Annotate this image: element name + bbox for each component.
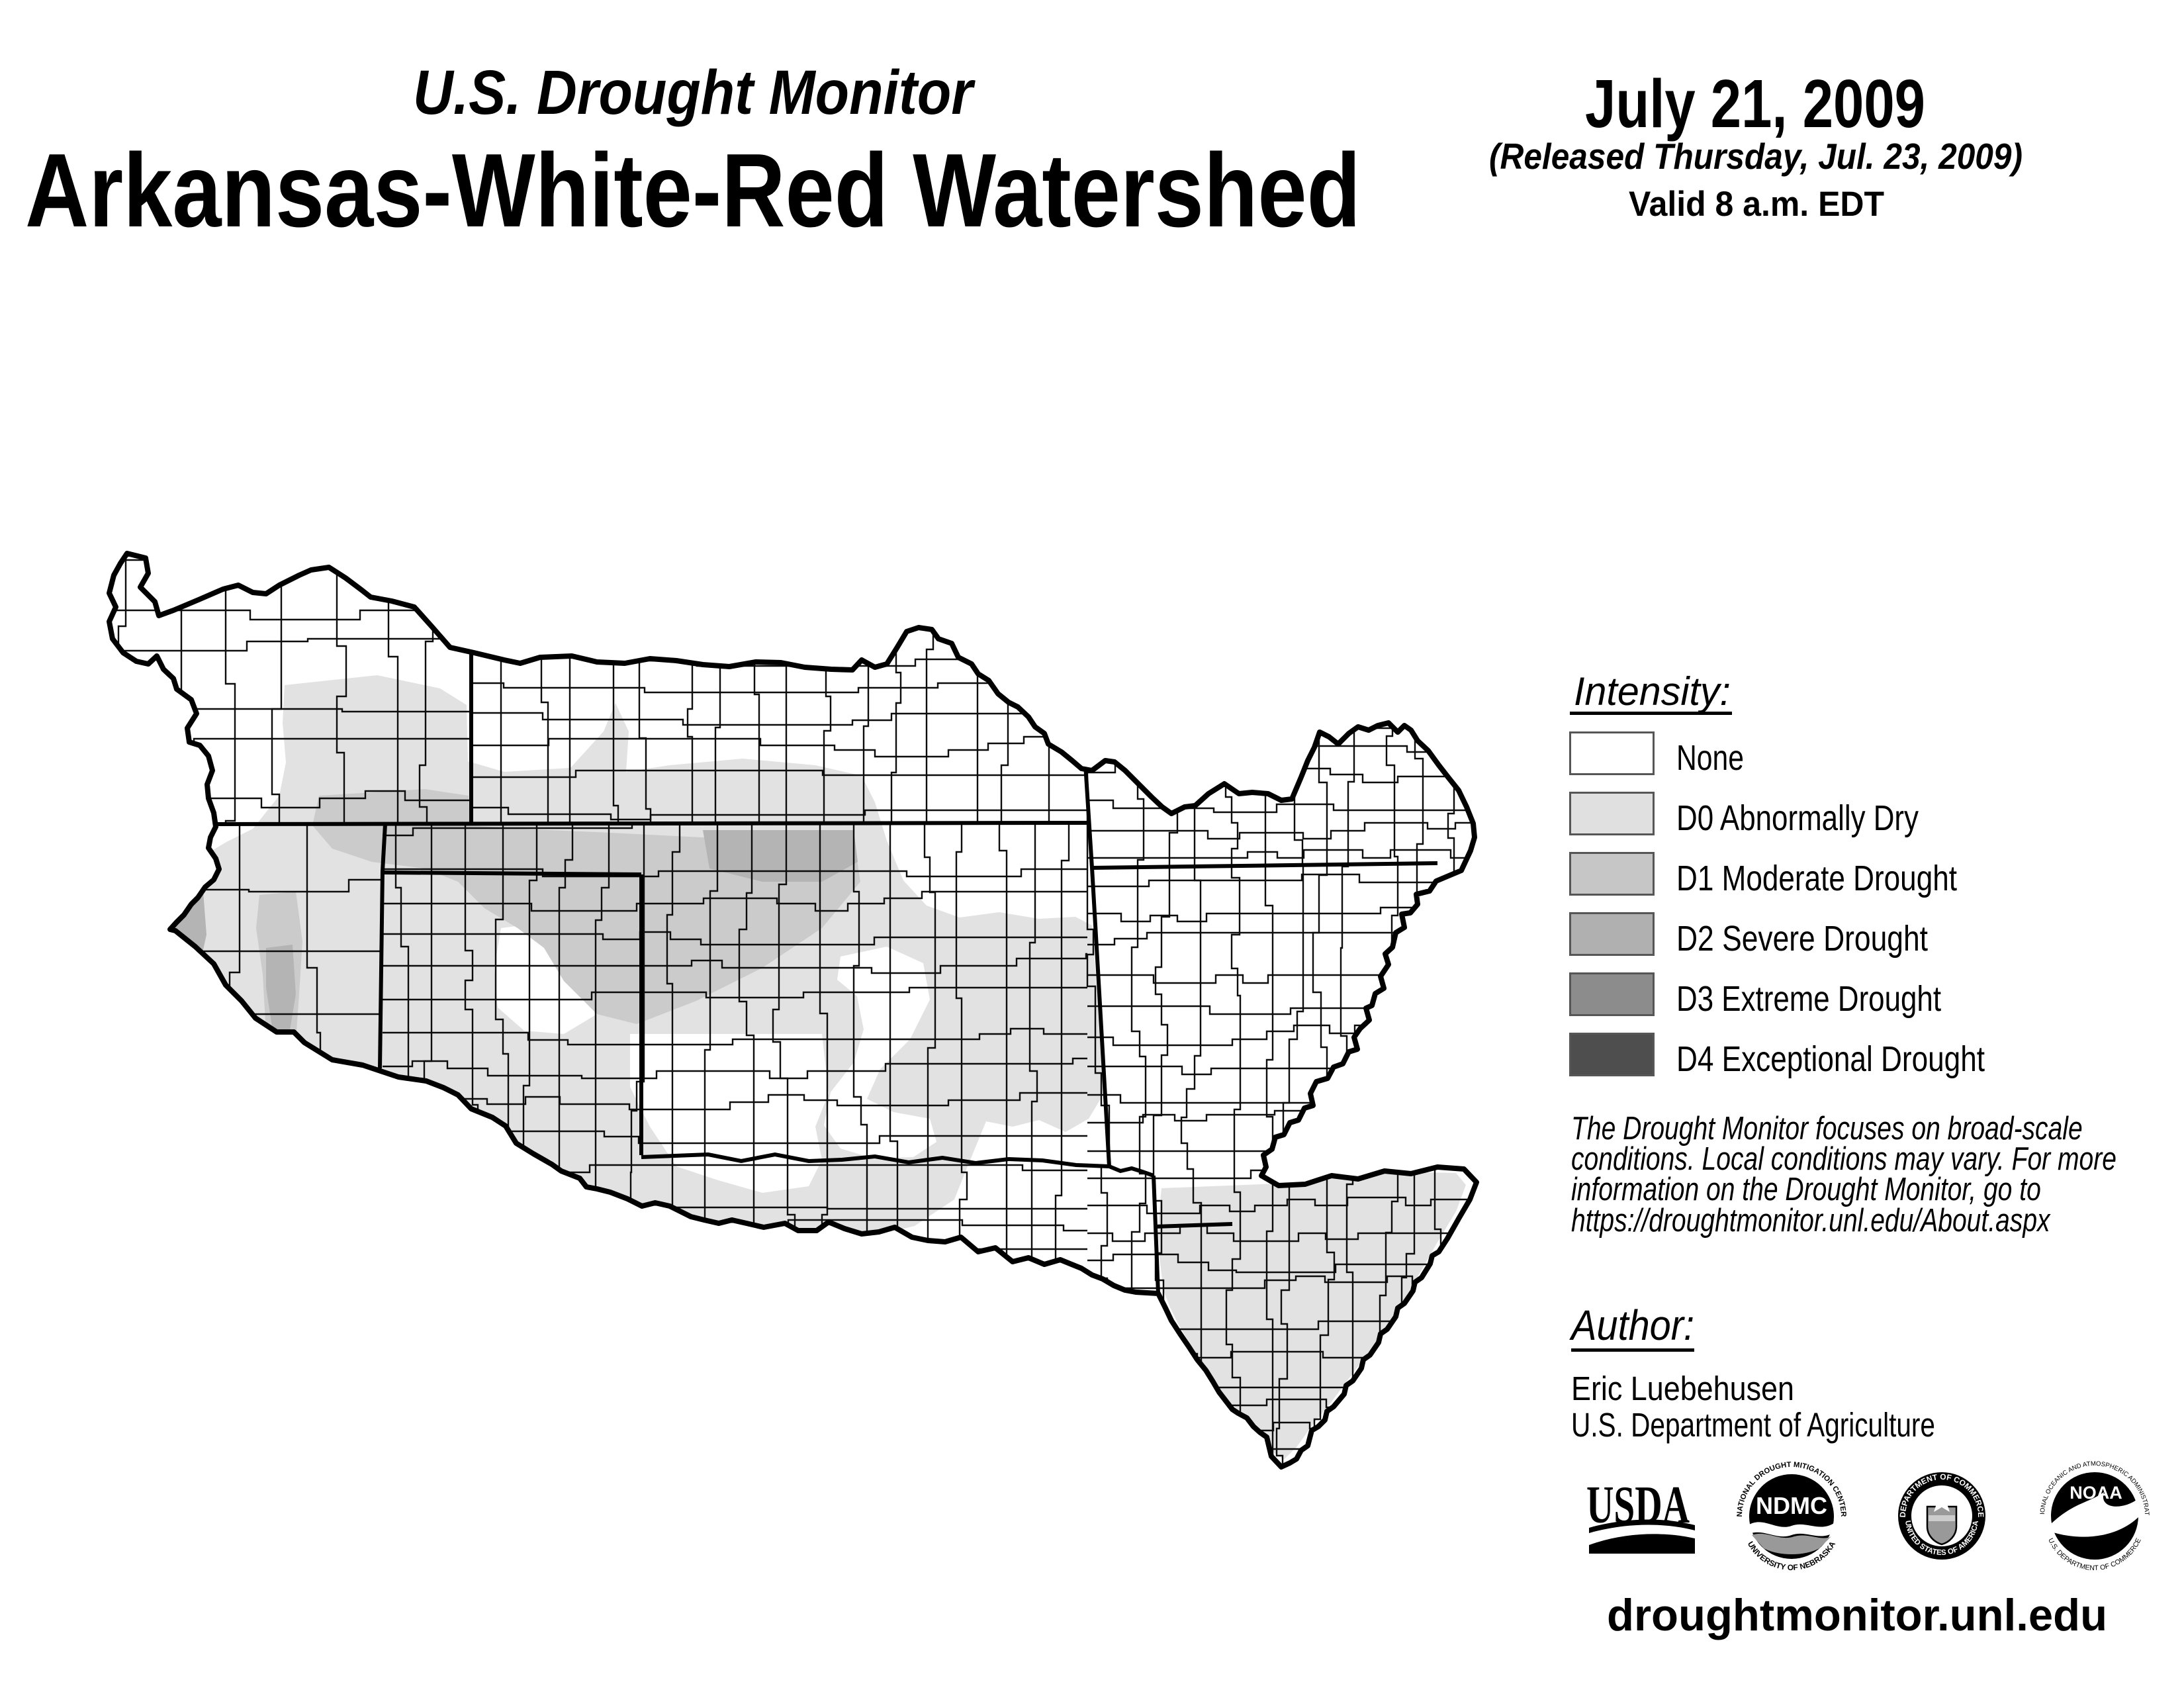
svg-text:NDMC: NDMC [1756, 1492, 1827, 1519]
svg-text:NOAA: NOAA [2070, 1483, 2122, 1503]
